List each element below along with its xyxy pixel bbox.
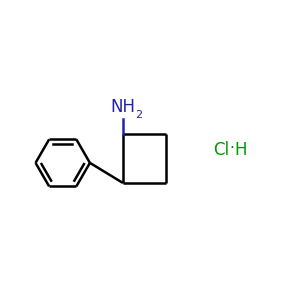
Text: 2: 2 — [135, 110, 142, 120]
Text: NH: NH — [110, 98, 135, 116]
Text: H: H — [234, 141, 247, 159]
Text: ·: · — [230, 141, 234, 156]
Text: Cl: Cl — [213, 141, 229, 159]
